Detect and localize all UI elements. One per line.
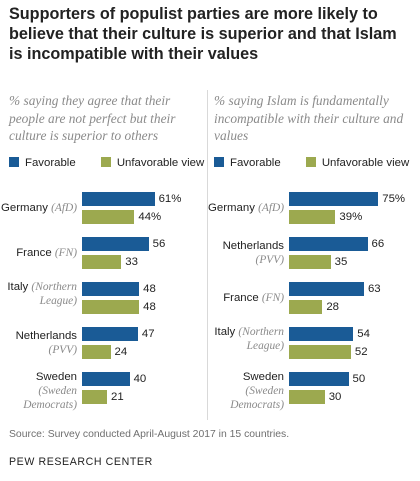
right-panel-subtitle: % saying Islam is fundamentally incompat…: [214, 93, 404, 143]
right-bar-chart: Germany (AfD) 75% 39% Netherlands (PVV) 66 35 F…: [207, 185, 412, 415]
category-party: (PVV): [255, 254, 284, 266]
chart-title: Supporters of populist parties are more …: [9, 5, 397, 63]
category-party: Democrats): [230, 399, 284, 411]
favorable-bar: [82, 327, 138, 341]
category-party: (AfD): [258, 202, 284, 214]
category-party: League): [39, 295, 77, 307]
legend-favorable-swatch: [9, 157, 19, 167]
category-label: Sweden (Sweden Democrats): [0, 370, 77, 412]
category-party: (Sweden: [245, 385, 284, 397]
category-party: (FN): [261, 292, 284, 304]
unfavorable-bar: [289, 345, 351, 359]
category-name: Sweden: [242, 371, 284, 383]
unfavorable-value-label: 28: [326, 301, 339, 313]
favorable-bar: [82, 282, 140, 296]
category-party: (AfD): [51, 202, 77, 214]
favorable-bar: [82, 192, 155, 206]
favorable-value-label: 75%: [382, 193, 406, 205]
unfavorable-value-label: 30: [328, 391, 342, 403]
favorable-value-label: 50: [352, 373, 366, 385]
category-name: Italy: [214, 326, 239, 338]
legend-favorable-label: Favorable: [25, 157, 76, 169]
unfavorable-value-label: 39%: [339, 211, 363, 223]
left-panel-subtitle: % saying they agree that their people ar…: [9, 93, 176, 143]
category-party: (FN): [54, 247, 77, 259]
category-name: Netherlands: [222, 240, 284, 252]
category-name: Germany: [1, 202, 48, 214]
category-label: Sweden (Sweden Democrats): [204, 370, 284, 412]
favorable-value-label: 47: [141, 328, 155, 340]
favorable-bar: [289, 282, 364, 296]
category-party: (Northern: [31, 281, 77, 293]
unfavorable-value-label: 52: [354, 346, 368, 358]
category-name: France: [16, 247, 52, 259]
favorable-value-label: 48: [143, 283, 156, 295]
left-legend: Favorable Unfavorable view: [9, 157, 204, 169]
category-label: Italy (Northern League): [0, 280, 77, 308]
category-label: Netherlands (PVV): [0, 329, 77, 357]
favorable-bar: [289, 237, 368, 251]
left-bar-chart: Germany (AfD) 61% 44% France (FN) 56 33 Italy …: [0, 185, 205, 415]
favorable-value-label: 66: [371, 238, 385, 250]
unfavorable-bar: [289, 300, 323, 314]
unfavorable-value-label: 48: [143, 301, 156, 313]
category-party: (Northern: [238, 326, 284, 338]
unfavorable-bar: [82, 255, 122, 269]
category-name: France: [223, 292, 259, 304]
unfavorable-bar: [82, 210, 135, 224]
unfavorable-value-label: 33: [125, 256, 138, 268]
source-note: Source: Survey conducted April-August 20…: [9, 429, 290, 440]
category-label: Germany (AfD): [0, 201, 77, 215]
favorable-bar: [82, 237, 149, 251]
legend-unfavorable-swatch: [305, 157, 316, 167]
legend-favorable-label: Favorable: [230, 157, 281, 169]
unfavorable-value-label: 21: [110, 391, 124, 403]
category-party: (Sweden: [38, 385, 77, 397]
favorable-bar: [289, 192, 379, 206]
panel-divider: [207, 90, 208, 420]
category-party: (PVV): [48, 344, 77, 356]
category-label: France (FN): [189, 291, 284, 305]
category-party: League): [246, 340, 284, 352]
unfavorable-value-label: 44%: [138, 211, 162, 223]
category-label: France (FN): [0, 246, 77, 260]
favorable-value-label: 40: [133, 373, 147, 385]
pew-logo-text: PEW RESEARCH CENTER: [9, 456, 153, 468]
favorable-bar: [289, 327, 354, 341]
unfavorable-value-label: 24: [114, 346, 128, 358]
favorable-bar: [289, 372, 349, 386]
category-name: Sweden: [35, 371, 77, 383]
category-label: Netherlands (PVV): [189, 239, 284, 267]
legend-unfavorable-swatch: [100, 157, 111, 167]
favorable-value-label: 63: [367, 283, 381, 295]
unfavorable-bar: [82, 345, 111, 359]
category-name: Italy: [7, 281, 32, 293]
legend-unfavorable-label: Unfavorable view: [116, 157, 205, 169]
favorable-value-label: 56: [152, 238, 166, 250]
unfavorable-bar: [289, 255, 331, 269]
category-label: Italy (Northern League): [204, 325, 284, 353]
legend-unfavorable-label: Unfavorable view: [321, 157, 410, 169]
unfavorable-bar: [82, 300, 140, 314]
legend-favorable-swatch: [214, 157, 224, 167]
category-label: Germany (AfD): [189, 201, 284, 215]
category-party: Democrats): [23, 399, 77, 411]
favorable-bar: [82, 372, 130, 386]
favorable-value-label: 61%: [158, 193, 182, 205]
unfavorable-bar: [82, 390, 107, 404]
unfavorable-value-label: 35: [334, 256, 348, 268]
unfavorable-bar: [289, 390, 325, 404]
unfavorable-bar: [289, 210, 336, 224]
category-name: Netherlands: [15, 330, 77, 342]
right-legend: Favorable Unfavorable view: [214, 157, 409, 169]
favorable-value-label: 54: [357, 328, 370, 340]
category-name: Germany: [208, 202, 255, 214]
